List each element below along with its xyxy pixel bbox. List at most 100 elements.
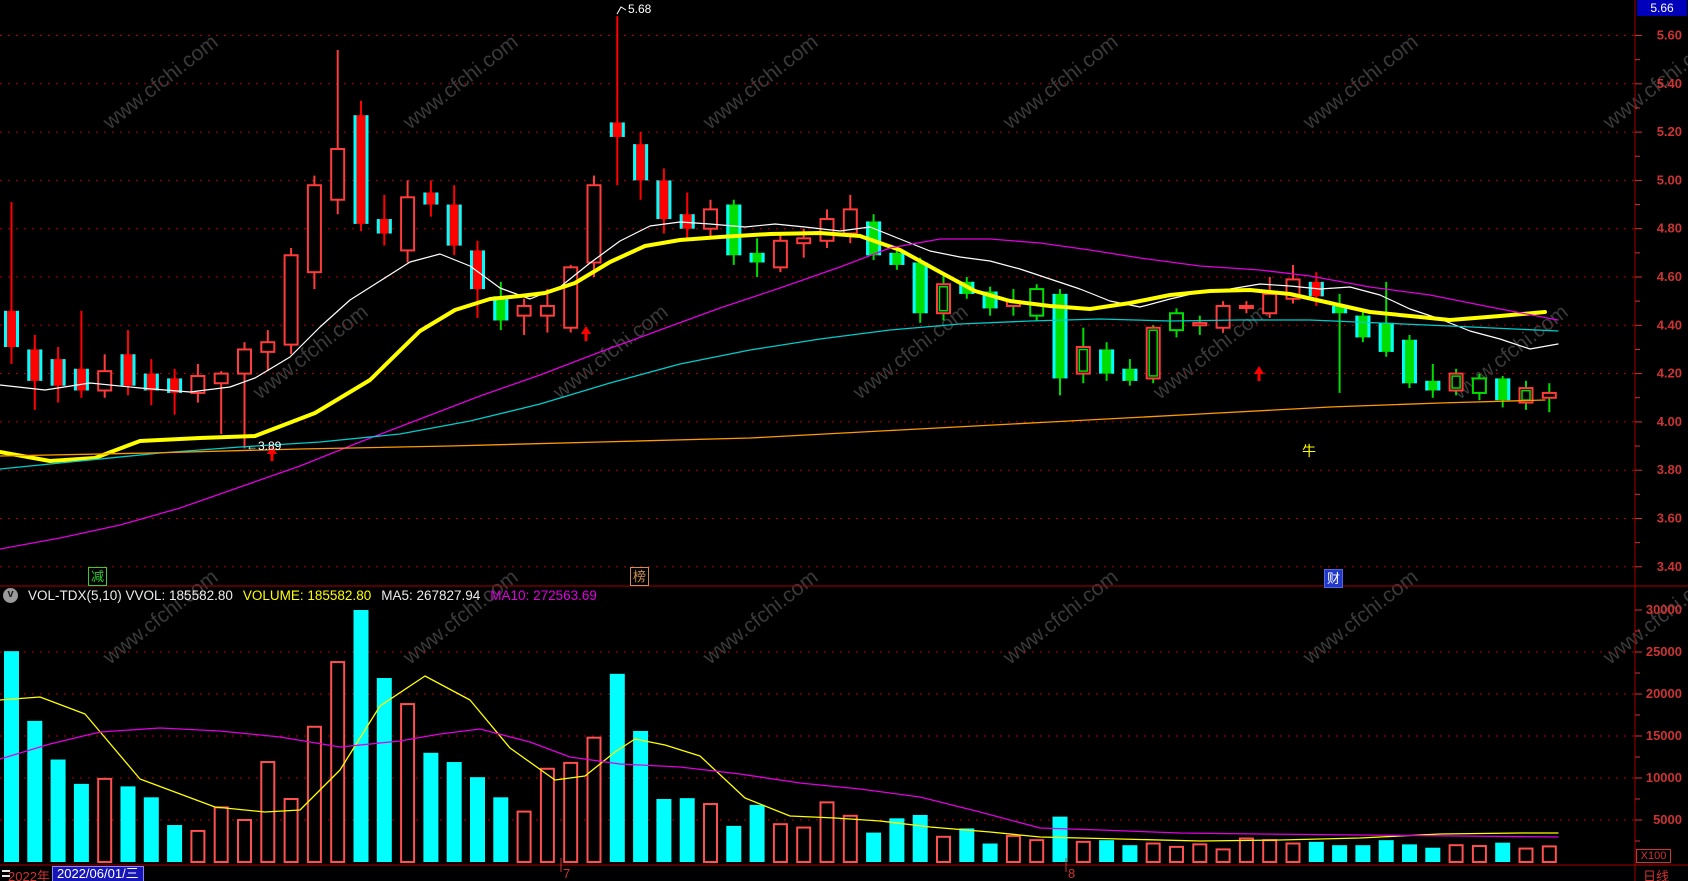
overlay-badge[interactable]: 减	[88, 567, 107, 586]
candle-body	[1192, 321, 1208, 327]
volume-bar-down	[446, 762, 462, 862]
volume-bar-down	[1495, 842, 1511, 862]
month-label: 7	[563, 866, 571, 881]
candle-body	[493, 296, 509, 321]
candle-edge	[458, 204, 462, 246]
candle-edge	[889, 252, 893, 265]
candle-edge	[493, 296, 497, 321]
candle-body	[50, 359, 66, 386]
candle-body	[1215, 304, 1231, 329]
volume-bar-down	[470, 777, 485, 862]
candle-edge	[1122, 368, 1126, 381]
volume-bar-down	[982, 843, 998, 862]
candle-edge	[609, 122, 613, 137]
volume-tick-label: 15000	[1646, 728, 1682, 743]
up-arrow-mark-stem	[584, 334, 588, 341]
candle-edge	[1355, 315, 1359, 338]
volume-bar-down	[679, 798, 695, 862]
volume-tick-label: 5000	[1653, 812, 1682, 827]
candle-body	[1425, 380, 1441, 391]
candle-edge	[132, 354, 136, 386]
volume-bar-up	[1518, 847, 1534, 863]
candle-body	[1099, 349, 1115, 374]
volume-bar-down	[376, 678, 392, 862]
volume-bar-down	[1099, 840, 1115, 862]
candle-inner-edge	[1451, 375, 1461, 389]
candle-body	[190, 375, 206, 394]
price-tick-label: 5.20	[1657, 124, 1682, 139]
volume-bar-down	[423, 752, 439, 862]
price-tick-label: 4.40	[1657, 317, 1682, 332]
resize-grip[interactable]	[2, 870, 10, 880]
annotation-low-3.89: ←3.89	[246, 439, 282, 453]
volume-bar-up	[563, 761, 579, 864]
volume-bar-down	[167, 825, 183, 862]
candle-edge	[656, 180, 660, 220]
candle-body	[1378, 322, 1394, 352]
candle-edge	[1507, 378, 1511, 401]
candle-edge	[85, 368, 89, 391]
candle-body	[470, 250, 485, 290]
watermark: www.cfchi.com	[98, 565, 222, 669]
candle-body	[4, 310, 19, 348]
candle-body	[1169, 312, 1184, 332]
overlay-badge[interactable]: 财	[1324, 569, 1343, 588]
volume-bar-up	[190, 829, 206, 863]
volume-bar-up	[237, 819, 252, 863]
volume-bar-down	[1122, 845, 1138, 862]
volume-bar-up	[586, 736, 602, 863]
candle-edge	[912, 262, 916, 314]
candle-body	[1122, 368, 1138, 381]
candle-body	[889, 252, 905, 265]
candle-body	[749, 252, 765, 263]
volume-bar-down	[889, 818, 905, 862]
volume-tick-label: 10000	[1646, 770, 1682, 785]
scale-max-price-badge: 5.66	[1637, 0, 1687, 16]
candle-edge	[1367, 315, 1371, 338]
candle-edge	[1099, 349, 1103, 374]
price-tick-label: 3.40	[1657, 559, 1682, 574]
up-arrow-mark-stem	[270, 454, 274, 461]
watermark: www.cfchi.com	[398, 30, 522, 134]
candle-body	[633, 144, 649, 181]
candle-edge	[959, 281, 963, 294]
watermark: www.cfchi.com	[998, 565, 1122, 669]
volume-bar-up	[842, 814, 858, 863]
volume-bar-up	[516, 810, 532, 863]
annotation-high-5.68: 5.68	[628, 2, 652, 16]
candle-body	[516, 304, 532, 317]
watermark: www.cfchi.com	[1298, 565, 1422, 669]
ma-magenta	[0, 238, 1559, 550]
candle-edge	[1425, 380, 1429, 391]
candle-body	[1052, 293, 1068, 379]
price-tick-label: 3.80	[1657, 462, 1682, 477]
volume-bar-down	[1308, 841, 1324, 862]
price-tick-label: 4.00	[1657, 414, 1682, 429]
watermark: www.cfchi.com	[698, 565, 822, 669]
candle-edge	[878, 221, 882, 256]
ma-yellow-thick	[0, 231, 1547, 463]
annotation-bull: 牛	[1302, 443, 1316, 459]
period-label[interactable]: 日线	[1643, 869, 1670, 881]
candle-body	[446, 204, 462, 246]
volume-bar-up	[306, 725, 322, 864]
candle-body	[27, 349, 43, 381]
volume-bar-down	[143, 797, 159, 862]
chevron-down-circle-icon[interactable]: v	[3, 587, 18, 603]
candle-edge	[39, 349, 43, 381]
candle-edge	[376, 219, 380, 234]
volume-bar-down	[1355, 845, 1371, 862]
overlay-badge[interactable]: 榜	[630, 567, 649, 586]
up-arrow-mark	[267, 446, 277, 454]
candle-edge	[120, 354, 124, 386]
candle-inner-edge	[938, 285, 949, 312]
candle-body	[609, 122, 625, 137]
volume-bar-down	[959, 828, 975, 862]
volume-bar-up	[1448, 844, 1464, 864]
up-arrow-mark	[1254, 366, 1264, 374]
volume-bar-down	[27, 720, 43, 862]
volume-bar-down	[50, 759, 66, 862]
candle-edge	[435, 192, 439, 205]
